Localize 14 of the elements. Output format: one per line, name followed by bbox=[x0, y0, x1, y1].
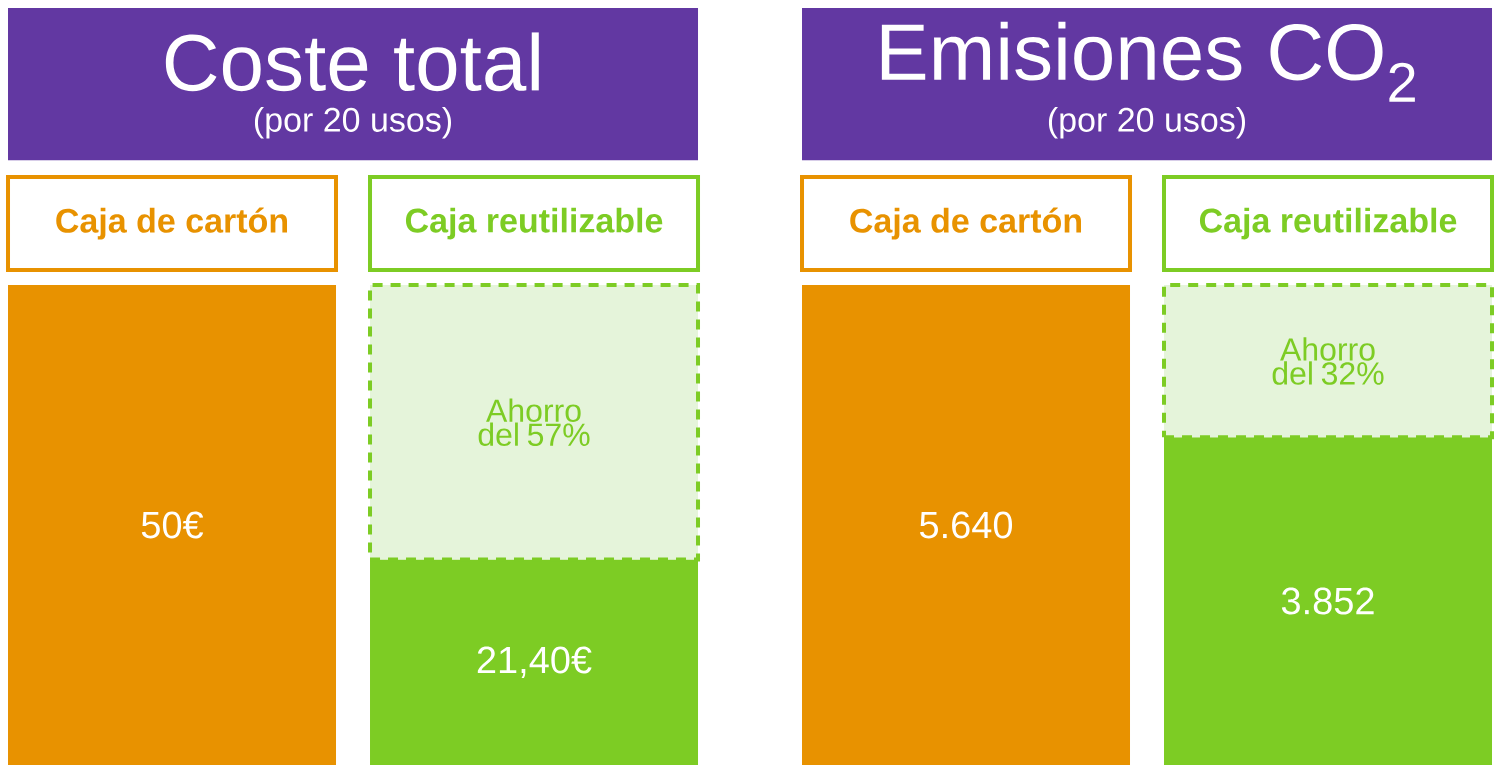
chart-title: Emisiones CO$_{2}$ bbox=[881, 21, 1415, 102]
data-label: 21,40€ bbox=[477, 646, 592, 678]
chart-subtitle: (por 20 usos) bbox=[254, 106, 452, 139]
data-label: Ahorro del 32% bbox=[1272, 337, 1384, 385]
data-label: 5.640 bbox=[919, 511, 1013, 539]
data-label: 50€ bbox=[141, 511, 204, 539]
chart-title: Coste total bbox=[165, 32, 539, 92]
data-label: 3.852 bbox=[1281, 587, 1374, 615]
x-tick-label: Caja reutilizable bbox=[1199, 207, 1457, 240]
x-tick-label: Caja de cartón bbox=[850, 207, 1081, 240]
x-tick-label: Caja reutilizable bbox=[405, 207, 663, 240]
x-tick-label: Caja de cartón bbox=[56, 207, 288, 240]
chart-subtitle: (por 20 usos) bbox=[1048, 106, 1246, 139]
data-label: Ahorro del 57% bbox=[478, 398, 590, 447]
